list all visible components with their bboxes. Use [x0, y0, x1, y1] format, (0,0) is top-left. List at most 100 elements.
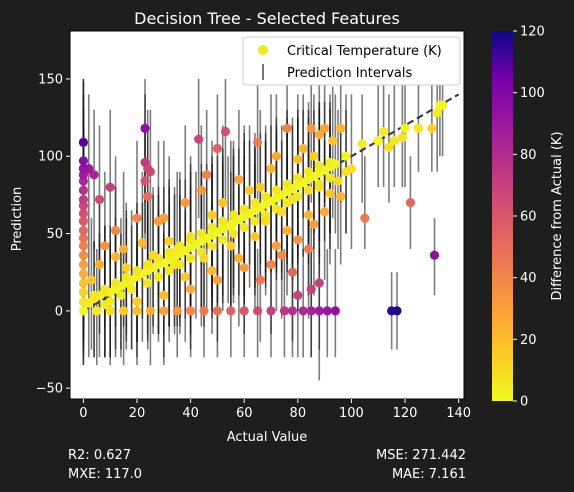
data-point: [186, 306, 196, 316]
data-point: [132, 296, 142, 307]
chart-title: Decision Tree - Selected Features: [134, 9, 400, 28]
data-point: [78, 306, 89, 316]
data-point: [105, 296, 115, 307]
data-point: [261, 191, 271, 202]
data-point: [360, 213, 370, 223]
data-point: [244, 185, 255, 195]
data-point: [94, 194, 105, 205]
data-point: [220, 126, 231, 137]
colorbar-tick-label: 100: [520, 86, 545, 101]
plot-frame: [69, 30, 465, 400]
data-point: [400, 123, 410, 134]
legend-box: [242, 36, 461, 86]
data-point: [202, 170, 212, 180]
data-point: [298, 143, 308, 154]
data-point: [110, 252, 121, 262]
x-axis-label: Actual Value: [227, 430, 308, 445]
y-tick-label: 150: [38, 72, 63, 87]
data-point: [279, 306, 290, 316]
data-point: [325, 173, 335, 183]
data-point: [271, 241, 281, 251]
data-point: [100, 241, 110, 251]
data-point: [282, 179, 292, 189]
data-point: [164, 266, 174, 276]
data-point: [89, 170, 99, 180]
x-tick-label: 100: [339, 406, 364, 421]
metric-mse: MSE: 271.442: [376, 448, 466, 463]
data-point: [119, 306, 129, 316]
data-point: [137, 238, 147, 248]
data-point: [175, 241, 185, 251]
data-point: [212, 275, 223, 285]
data-point: [110, 278, 121, 288]
data-point: [78, 164, 89, 174]
data-point: [199, 253, 209, 263]
data-point: [287, 306, 298, 316]
data-point: [143, 259, 153, 270]
data-point: [239, 262, 249, 273]
data-point: [100, 284, 110, 294]
data-point: [277, 250, 287, 260]
data-point: [207, 241, 217, 251]
colorbar-tick-label: 40: [520, 271, 537, 286]
data-point: [159, 213, 169, 223]
data-point: [303, 167, 314, 177]
data-point: [78, 269, 89, 279]
data-point: [392, 306, 402, 316]
data-point: [153, 272, 164, 282]
data-point: [253, 137, 263, 147]
legend-entry-critical-temperature: Critical Temperature (K): [287, 44, 442, 59]
data-point: [250, 216, 260, 226]
data-point: [320, 123, 330, 134]
data-point: [266, 259, 276, 270]
y-axis: −50 0 50 100 150: [36, 72, 70, 397]
data-point: [78, 233, 89, 243]
metric-mxe: MXE: 117.0: [68, 467, 143, 482]
data-point: [250, 232, 260, 242]
data-point: [127, 284, 137, 294]
data-point: [228, 210, 239, 220]
data-point: [92, 306, 102, 316]
data-point: [325, 188, 335, 198]
colorbar-ticks: 0 20 40 60 80 100 120: [513, 25, 545, 410]
data-point: [194, 134, 204, 144]
data-point: [226, 306, 236, 316]
data-point: [255, 182, 265, 192]
data-point: [78, 278, 89, 288]
data-point: [413, 123, 424, 134]
x-tick-label: 120: [393, 406, 418, 421]
data-point: [282, 198, 292, 208]
data-point: [172, 306, 182, 316]
data-point: [314, 129, 324, 140]
data-point: [175, 259, 185, 270]
data-point: [341, 167, 351, 177]
data-point: [303, 185, 314, 195]
data-point: [234, 174, 244, 185]
data-point: [218, 198, 228, 208]
x-axis: 0 20 40 60 80 100 120 140: [79, 399, 471, 421]
data-point: [140, 123, 150, 134]
data-point: [159, 306, 169, 316]
data-point: [78, 259, 89, 270]
x-tick-label: 0: [79, 406, 87, 421]
data-point: [271, 151, 281, 161]
scatter-points: [78, 100, 448, 316]
data-point: [186, 232, 196, 242]
data-point: [116, 290, 126, 301]
y-axis-label: Prediction: [10, 187, 25, 252]
data-point: [89, 290, 99, 301]
data-point: [78, 250, 89, 260]
x-tick-label: 20: [129, 406, 146, 421]
data-point: [309, 151, 319, 161]
data-point: [78, 241, 89, 251]
data-point: [78, 208, 89, 219]
data-point: [293, 191, 303, 202]
data-point: [164, 247, 174, 257]
data-point: [314, 182, 324, 192]
data-point: [261, 216, 271, 226]
data-point: [159, 290, 169, 301]
data-point: [255, 275, 265, 285]
data-point: [325, 157, 335, 168]
data-point: [226, 241, 236, 251]
y-tick-label: 50: [46, 227, 63, 242]
